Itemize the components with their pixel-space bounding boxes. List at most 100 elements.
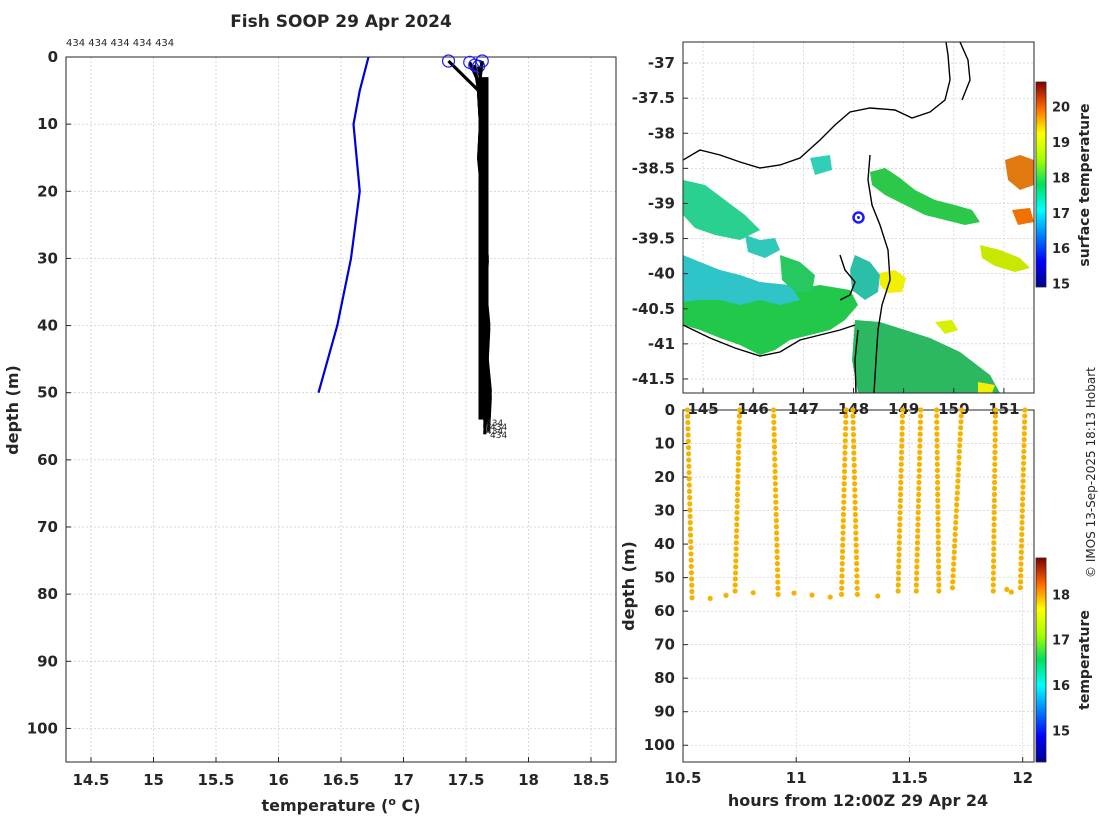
dive-data-point [950, 579, 956, 585]
dive-data-point [991, 503, 997, 510]
map-x-tick-label: 146 [738, 400, 769, 418]
bottom-data-point [827, 594, 833, 600]
dive-data-point [916, 455, 923, 461]
dive-data-point [955, 484, 961, 490]
dive-data-point [842, 456, 848, 462]
dive-data-point [852, 493, 858, 499]
dive-data-point [852, 518, 859, 524]
dive-data-point [842, 438, 848, 444]
dive-data-point [1019, 537, 1025, 543]
time-depth-x-tick-label: 11 [786, 769, 807, 787]
dive-data-point [896, 564, 902, 570]
dive-data-point [770, 407, 777, 413]
dive-data-point [840, 511, 847, 518]
time-depth-axes-frame [682, 409, 1035, 763]
sst-patch-cyan-west [683, 255, 800, 305]
dive-data-point [688, 545, 694, 551]
dive-data-point [840, 524, 846, 530]
dive-data-point [936, 576, 942, 582]
fish-position-marker [852, 211, 865, 224]
dive-data-point [771, 431, 777, 438]
dive-data-point [990, 582, 996, 588]
dive-data-point [934, 419, 940, 425]
time-depth-points [684, 407, 1028, 602]
dive-data-point [854, 561, 860, 567]
dive-data-point [958, 413, 964, 419]
figure-title: Fish SOOP 29 Apr 2024 [230, 12, 452, 32]
dive-data-point [898, 467, 904, 473]
dive-data-point [841, 493, 847, 499]
sst-patch-green-northwest [683, 180, 760, 240]
dive-data-point [958, 407, 965, 413]
dive-data-point [934, 467, 940, 473]
dive-data-point [687, 513, 693, 519]
dive-data-point [915, 534, 921, 540]
dive-data-point [898, 455, 905, 461]
dive-data-point [914, 540, 921, 546]
dive-data-point [935, 516, 941, 522]
dive-data-point [854, 591, 860, 597]
temperature-colorbar-tick-label: 16 [1052, 679, 1070, 694]
dive-data-point [951, 549, 957, 555]
dive-data-point [934, 449, 940, 455]
dive-data-point [687, 520, 693, 526]
dive-data-point [734, 516, 740, 522]
profile-x-tick-label: 18 [518, 771, 539, 789]
dive-data-point [991, 528, 997, 534]
time-depth-x-ticks: 10.5 11 11.5 12 [664, 757, 1033, 787]
dive-data-point [733, 528, 740, 534]
dive-data-point [841, 475, 847, 481]
dive-data-point [1020, 496, 1026, 502]
time-depth-panel: 10.5 11 11.5 12 0 10 20 30 40 50 60 70 80 90 100 15 16… [619, 401, 1093, 810]
dive-data-point [736, 419, 742, 425]
dive-data-point [954, 502, 960, 508]
dive-data-point [689, 588, 695, 595]
dive-data-point [990, 576, 996, 582]
dive-data-point [774, 567, 781, 573]
temperature-profile-panel: 14.5 15 15.5 16 16.5 17 17.5 18 18.5 0 10 20 30 40 50… [3, 38, 617, 815]
dive-data-point [953, 519, 959, 526]
dive-data-point [843, 407, 849, 413]
sst-patch-teal-north [810, 155, 832, 175]
profile-top-annotation: 434 434 434 434 434 [66, 38, 174, 49]
sst-colorbar [1035, 81, 1047, 288]
dive-data-point [685, 413, 691, 419]
sst-patch-yellow-south [978, 382, 995, 393]
dive-data-point [774, 542, 780, 548]
dive-data-point [775, 573, 781, 579]
profile-x-tick-label: 17 [393, 771, 414, 789]
dive-data-point [687, 495, 693, 501]
profile-end-label: 434 [490, 423, 507, 433]
dive-data-point [735, 467, 741, 473]
dive-data-point [687, 507, 693, 513]
map-y-tick-label: -39 [648, 194, 675, 212]
dive-data-point [840, 530, 846, 536]
sst-patch-yellowgreen-east [980, 245, 1030, 272]
profile-y-tick-label: 20 [37, 182, 58, 200]
dive-data-point [842, 462, 848, 468]
dive-data-point [917, 449, 923, 455]
dive-data-point [915, 509, 921, 516]
fish-position-marker-dot [857, 216, 860, 219]
dive-data-point [917, 419, 924, 425]
dive-data-point [1019, 525, 1025, 532]
dive-data-point [897, 497, 903, 504]
dive-data-point [686, 463, 692, 469]
dive-data-point [934, 473, 941, 479]
dive-data-point [852, 505, 858, 511]
dive-data-point [735, 449, 742, 455]
sst-colorbar-tick-label: 19 [1052, 136, 1070, 151]
dive-data-point [689, 582, 695, 588]
coastline-victoria-mainland [683, 42, 951, 169]
dive-data-point [898, 461, 904, 467]
dive-data-point [918, 413, 924, 419]
profile-grid [66, 56, 616, 762]
dive-data-point [772, 475, 778, 481]
reference-profile-line [317, 56, 370, 394]
dive-data-point [736, 425, 742, 431]
dive-data-point [687, 501, 693, 507]
dive-data-point [732, 576, 738, 582]
dive-data-point [853, 530, 859, 536]
dive-data-point [952, 531, 958, 537]
